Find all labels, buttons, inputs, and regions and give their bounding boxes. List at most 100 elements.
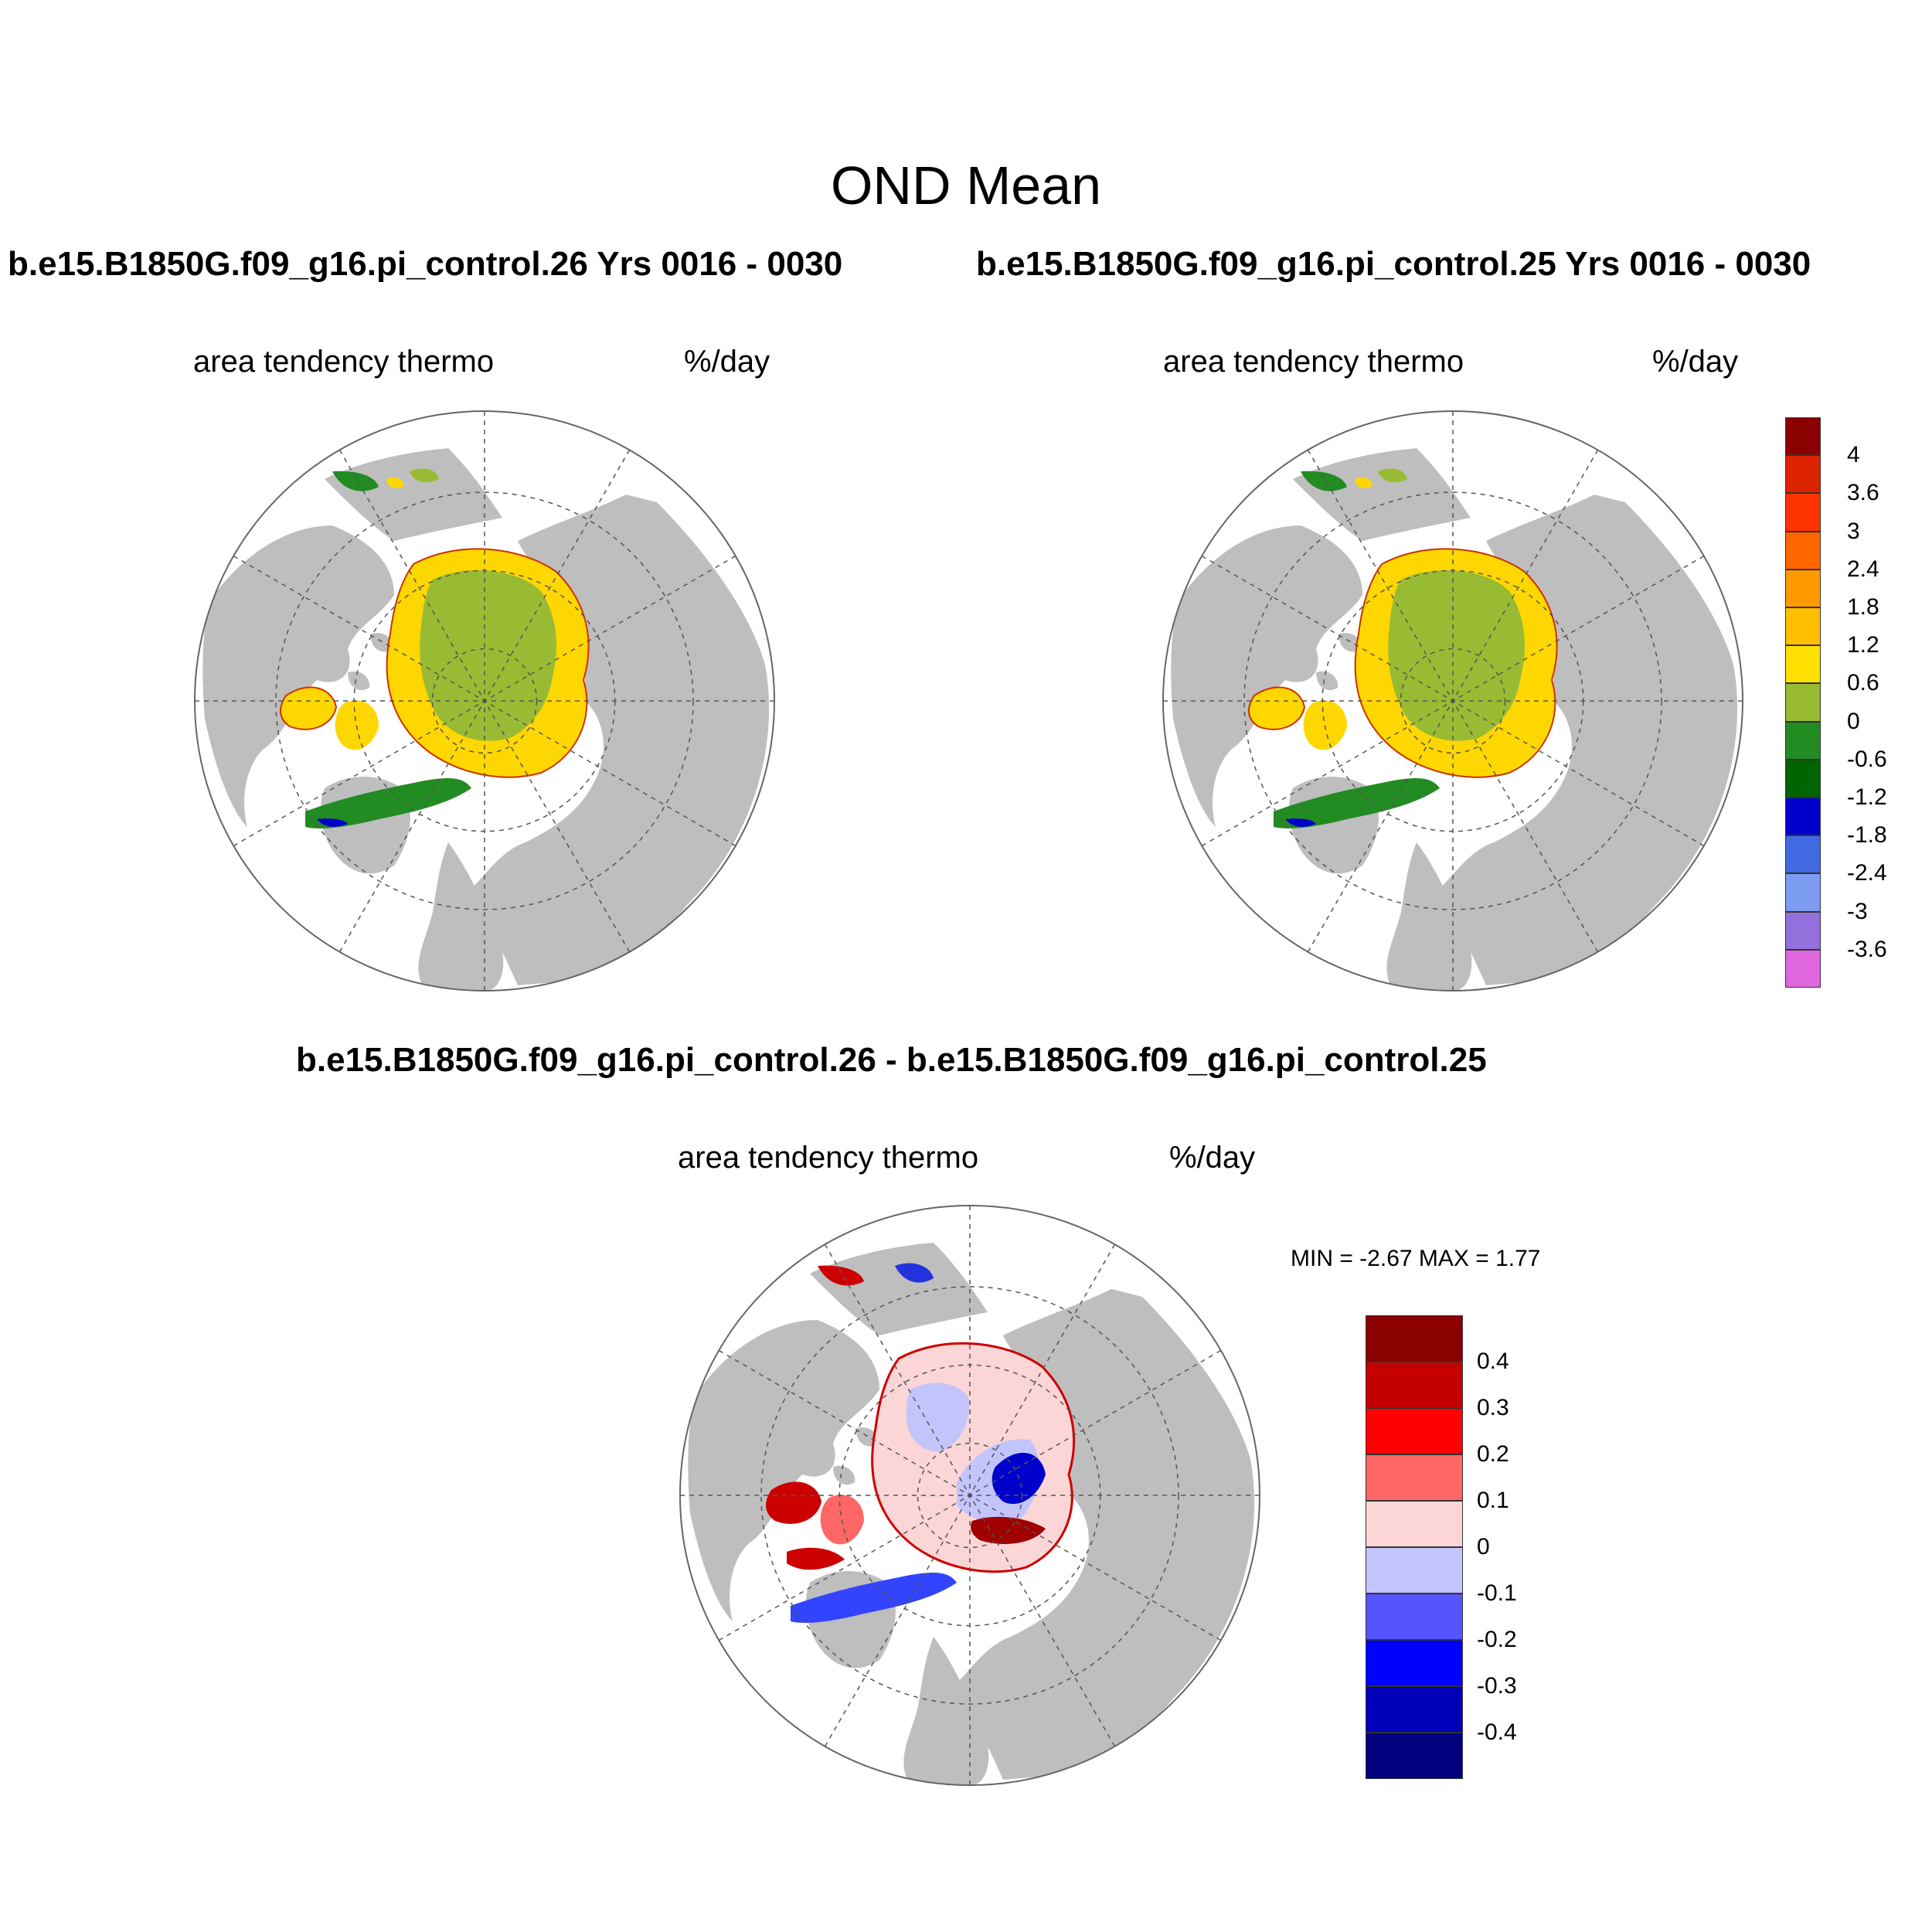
map-case26-blue-patch [317,818,348,827]
colorbar-top-swatch [1785,417,1821,456]
colorbar-difference-swatch [1366,1362,1463,1408]
map-difference-lat-circle [760,1286,1179,1705]
map-difference-land [855,1427,878,1447]
map-case26-lat-circle [431,648,538,754]
map-case26-land [202,526,394,827]
panel-variable-difference: area tendency thermo [678,1141,979,1175]
map-difference-diff-neg-central [906,1383,969,1452]
colorbar-difference-tick-label: 0.3 [1477,1395,1509,1420]
map-difference-layer [680,1206,1260,1785]
colorbar-difference-tick-label: 0.1 [1477,1488,1509,1513]
panel-title-case26: b.e15.B1850G.f09_g16.pi_control.26 Yrs 0… [8,245,843,283]
map-case25-green-band [1274,778,1440,828]
colorbar-difference-tick-label: 0.2 [1477,1441,1509,1467]
map-case25-land [1316,671,1338,691]
colorbar-difference-swatch [1366,1454,1463,1501]
map-difference-diff-bering [818,1265,864,1286]
polar-map-case26 [194,410,775,992]
map-case25-blue-patch [1285,818,1316,827]
map-case25-hudson [1248,686,1306,730]
map-case25-lat-circle [1243,492,1662,910]
map-case26-okhotsk-patch [410,468,439,483]
colorbar-top-tick-label: 1.2 [1847,632,1879,658]
polar-map-difference [679,1205,1260,1786]
map-case26-land [348,671,370,691]
panel-title-difference: b.e15.B1850G.f09_g16.pi_control.26 - b.e… [296,1041,1487,1079]
min-max-readout: MIN = -2.67 MAX = 1.77 [1291,1246,1541,1271]
colorbar-difference-swatch [1366,1547,1463,1594]
map-case25-land [1440,495,1738,985]
map-case26-green-band [305,778,471,828]
colorbar-difference-swatch [1366,1315,1463,1362]
colorbar-top-swatch [1785,645,1821,684]
colorbar-top-swatch [1785,911,1821,950]
colorbar-top-swatch [1785,455,1821,494]
map-difference-diff-okhotsk [895,1263,934,1283]
colorbar-top-swatch [1785,607,1821,646]
colorbar-difference-swatch [1366,1733,1463,1779]
map-case25-okhotsk-edge [1355,478,1372,488]
map-case26-border [194,410,775,992]
map-case26-layer [195,411,774,991]
map-difference-diff-baffin [820,1495,864,1545]
colorbar-top-tick-label: 3.6 [1847,480,1879,506]
colorbar-top-tick-label: -3 [1847,898,1868,924]
colorbar-top-swatch [1785,873,1821,912]
colorbar-difference-swatch [1366,1408,1463,1454]
map-difference-land [833,1465,855,1485]
map-difference-land [903,1637,989,1785]
colorbar-top-tick-label: -3.6 [1847,936,1887,962]
map-case26-okhotsk-edge [386,478,404,488]
colorbar-top-swatch [1785,798,1821,836]
colorbar-top-swatch [1785,531,1821,570]
colorbar-top-tick-label: -0.6 [1847,746,1887,772]
map-case26-land [325,448,502,541]
colorbar-difference-tick-label: -0.2 [1477,1627,1517,1652]
map-case26-baffin [335,700,379,750]
map-case26-central-ice [420,570,556,741]
colorbar-top-swatch [1785,569,1821,607]
colorbar-difference-tick-label: -0.4 [1477,1719,1517,1745]
colorbar-top-tick-label: -2.4 [1847,860,1887,886]
map-difference-diff-coast-blue [791,1573,957,1623]
map-case25-lat-circle [1400,648,1506,754]
colorbar-difference [1366,1315,1463,1779]
colorbar-difference-tick-label: 0 [1477,1534,1490,1560]
map-case26-hudson [280,686,338,730]
map-case26-land [418,842,504,991]
colorbar-difference-swatch [1366,1640,1463,1686]
map-case26-meridian [233,555,736,847]
panel-variable-case26: area tendency thermo [193,345,495,379]
map-difference-lat-circle [917,1442,1023,1549]
panel-title-case25: b.e15.B1850G.f09_g16.pi_control.25 Yrs 0… [976,245,1811,283]
colorbar-top-tick-label: 0 [1847,708,1860,734]
colorbar-top-swatch [1785,835,1821,874]
colorbar-top-tick-label: 3 [1847,518,1860,544]
colorbar-difference-swatch [1366,1686,1463,1733]
panel-units-case25: %/day [1652,345,1739,379]
map-difference-diff-hudson [766,1481,821,1524]
colorbar-top-tick-label: -1.8 [1847,822,1887,849]
map-case25-land [1338,633,1361,652]
map-case25-land [1386,842,1472,991]
map-difference-meridian [718,1349,1222,1641]
map-case25-land [1171,526,1362,827]
colorbar-top-swatch [1785,759,1821,798]
map-case26-land [471,495,770,985]
map-case26-bering-patch [332,471,379,492]
colorbar-top [1785,417,1821,988]
colorbar-difference-tick-label: 0.4 [1477,1349,1509,1374]
panel-units-case26: %/day [684,345,770,379]
colorbar-top-swatch [1785,493,1821,532]
map-case25-central-ice [1388,570,1525,741]
map-case25-land [1293,448,1471,541]
colorbar-difference-swatch [1366,1594,1463,1640]
colorbar-top-tick-label: 2.4 [1847,556,1879,582]
colorbar-difference-tick-label: -0.1 [1477,1580,1517,1606]
map-difference-diff-coast-red [787,1547,845,1570]
map-case25-okhotsk-patch [1378,468,1407,483]
map-case26-lat-circle [275,492,694,910]
colorbar-top-tick-label: 1.8 [1847,594,1879,620]
map-difference-land [688,1320,879,1621]
map-case25-border [1162,410,1743,992]
